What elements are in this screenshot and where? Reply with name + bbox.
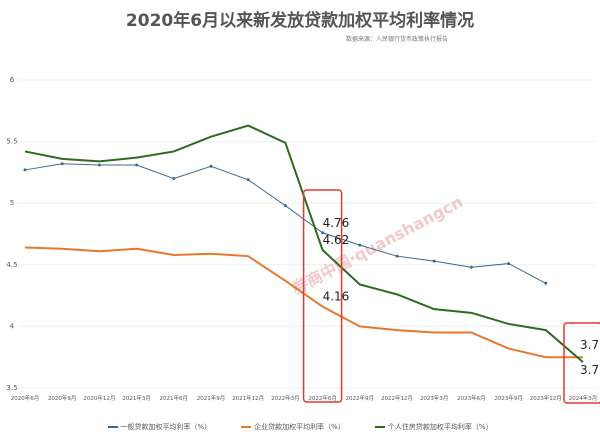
y-tick-label: 4.5 [6,261,17,269]
data-label: 4.62 [323,233,350,247]
data-point [544,281,548,285]
legend-label: 个人住房贷款加权平均利率（%） [387,423,493,431]
x-tick-label: 2022年9月 [346,394,375,402]
data-point [432,259,436,263]
y-tick-label: 3.5 [6,384,17,392]
x-tick-label: 2020年9月 [48,394,77,402]
legend-label: 一般贷款加权平均利率（%） [120,423,212,431]
x-tick-label: 2024年3月 [569,394,598,402]
legend-item-mortgage: 个人住房贷款加权平均利率（%） [374,422,493,432]
data-point [469,265,473,269]
data-point [246,178,250,182]
x-tick-label: 2020年6月 [11,394,40,402]
data-label: 4.16 [323,290,350,304]
x-tick-label: 2023年6月 [457,394,486,402]
data-point [60,162,64,166]
data-point [321,231,325,235]
data-label: 3.75 [580,338,600,352]
x-tick-label: 2021年12月 [232,394,264,402]
watermark: 券商中国·quanshangcn [288,192,466,299]
x-tick-label: 2023年9月 [494,394,523,402]
data-label: 4.76 [323,216,350,230]
x-tick-label: 2021年3月 [122,394,151,402]
legend-item-general: 一般贷款加权平均利率（%） [107,422,212,432]
legend-item-corporate: 企业贷款加权平均利率（%） [241,422,345,432]
x-tick-label: 2021年9月 [197,394,226,402]
data-point [135,163,139,167]
highlight-box [563,322,600,404]
x-tick-label: 2023年12月 [530,394,562,402]
data-point [97,163,101,167]
x-tick-label: 2022年3月 [271,394,300,402]
chart-title: 2020年6月以来新发放贷款加权平均利率情况 [125,11,475,31]
y-tick-label: 5.5 [6,138,17,146]
y-tick-label: 6 [10,76,15,84]
y-tick-label: 5 [10,199,14,207]
line-chart: 3.5 4 4.5 5 5.5 6 2020年6月 2020年9月 2020年12月 2021年3… [6,76,600,404]
chart-source: 数据来源：人民银行货币政策执行报告 [346,36,449,43]
data-point [395,254,399,258]
data-point [507,262,511,266]
x-tick-label: 2020年12月 [83,394,115,402]
x-tick-label: 2021年6月 [160,394,189,402]
legend-label: 企业贷款加权平均利率（%） [254,423,345,431]
data-point [172,177,176,181]
y-tick-label: 4 [10,322,15,330]
data-point [209,164,213,168]
data-point [358,243,362,247]
x-tick-label: 2022年6月 [308,394,337,402]
data-label: 3.71 [580,363,600,377]
legend: 一般贷款加权平均利率（%） 企业贷款加权平均利率（%） 个人住房贷款加权平均利率… [0,422,600,432]
data-point [283,204,287,208]
highlight-box [302,189,343,403]
x-tick-label: 2023年3月 [420,394,449,402]
series-line [24,163,547,284]
x-tick-label: 2022年12月 [381,394,413,402]
data-point [23,168,27,172]
